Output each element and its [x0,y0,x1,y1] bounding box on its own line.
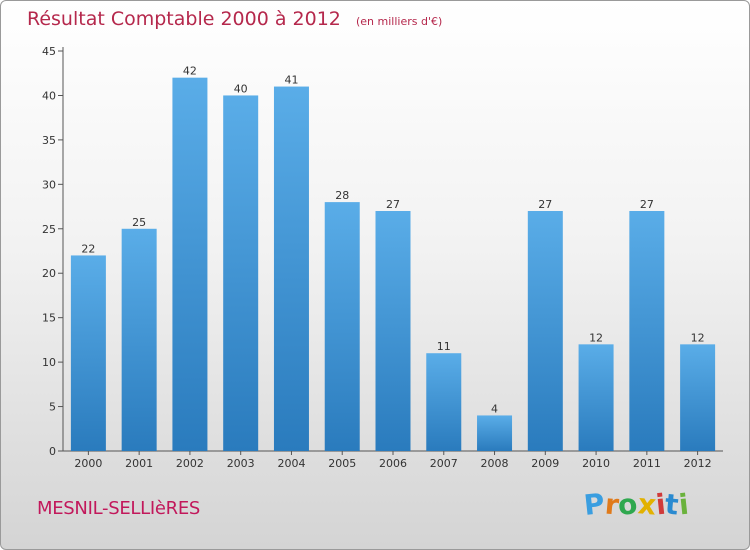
x-tick-label: 2000 [74,457,102,470]
y-tick-label: 20 [42,267,56,280]
x-tick-label: 2006 [379,457,407,470]
bar [70,255,106,451]
bar [527,211,563,451]
x-tick-label: 2008 [481,457,509,470]
bar-value-label: 27 [386,198,400,211]
commune-name: MESNIL-SELLIèRES [37,498,201,519]
x-tick-label: 2005 [328,457,356,470]
y-tick-label: 5 [49,401,56,414]
bar-value-label: 27 [538,198,552,211]
x-tick-label: 2003 [227,457,255,470]
bar [172,77,208,452]
bar [223,95,259,451]
y-tick-label: 45 [42,45,56,58]
bar-value-label: 42 [183,65,197,78]
chart-title: Résultat Comptable 2000 à 2012 [27,8,341,30]
y-tick-label: 15 [42,312,56,325]
bar [680,344,716,451]
x-tick-label: 2002 [176,457,204,470]
bar [578,344,614,451]
brand-letter: i [676,487,690,522]
bars-group [70,77,716,452]
bar [324,202,360,451]
y-tick-label: 30 [42,178,56,191]
bar-value-label: 41 [284,74,298,87]
x-tick-label: 2010 [582,457,610,470]
bar-value-label: 12 [589,331,603,344]
title-row: Résultat Comptable 2000 à 2012 (en milli… [27,8,442,30]
bar [375,211,411,451]
bar-value-label: 22 [81,242,95,255]
bar-value-label: 27 [640,198,654,211]
x-tick-label: 2007 [430,457,458,470]
bar [121,228,157,451]
value-labels-group: 22 25 42 40 41 28 27 11 4 27 12 27 12 [81,65,704,416]
x-tick-label: 2012 [684,457,712,470]
bar-value-label: 25 [132,216,146,229]
y-tick-label: 25 [42,223,56,236]
y-tick-label: 10 [42,356,56,369]
y-tick-label: 40 [42,89,56,102]
bar [477,415,513,451]
bar [629,211,665,451]
bar-value-label: 4 [491,402,498,415]
brand-letter: P [582,487,607,522]
bar-value-label: 40 [234,82,248,95]
x-tick-label: 2004 [277,457,305,470]
x-tick-label: 2009 [531,457,559,470]
chart-subtitle: (en milliers d'€) [355,15,443,28]
brand-logo: Proxiti [582,487,690,522]
bar [273,86,309,452]
bar-value-label: 28 [335,189,349,202]
x-tick-label: 2001 [125,457,153,470]
bar [426,353,462,451]
bar-value-label: 12 [691,331,705,344]
x-tick-label: 2011 [633,457,661,470]
y-tick-label: 35 [42,134,56,147]
y-tick-label: 0 [49,445,56,458]
bar-value-label: 11 [437,340,451,353]
